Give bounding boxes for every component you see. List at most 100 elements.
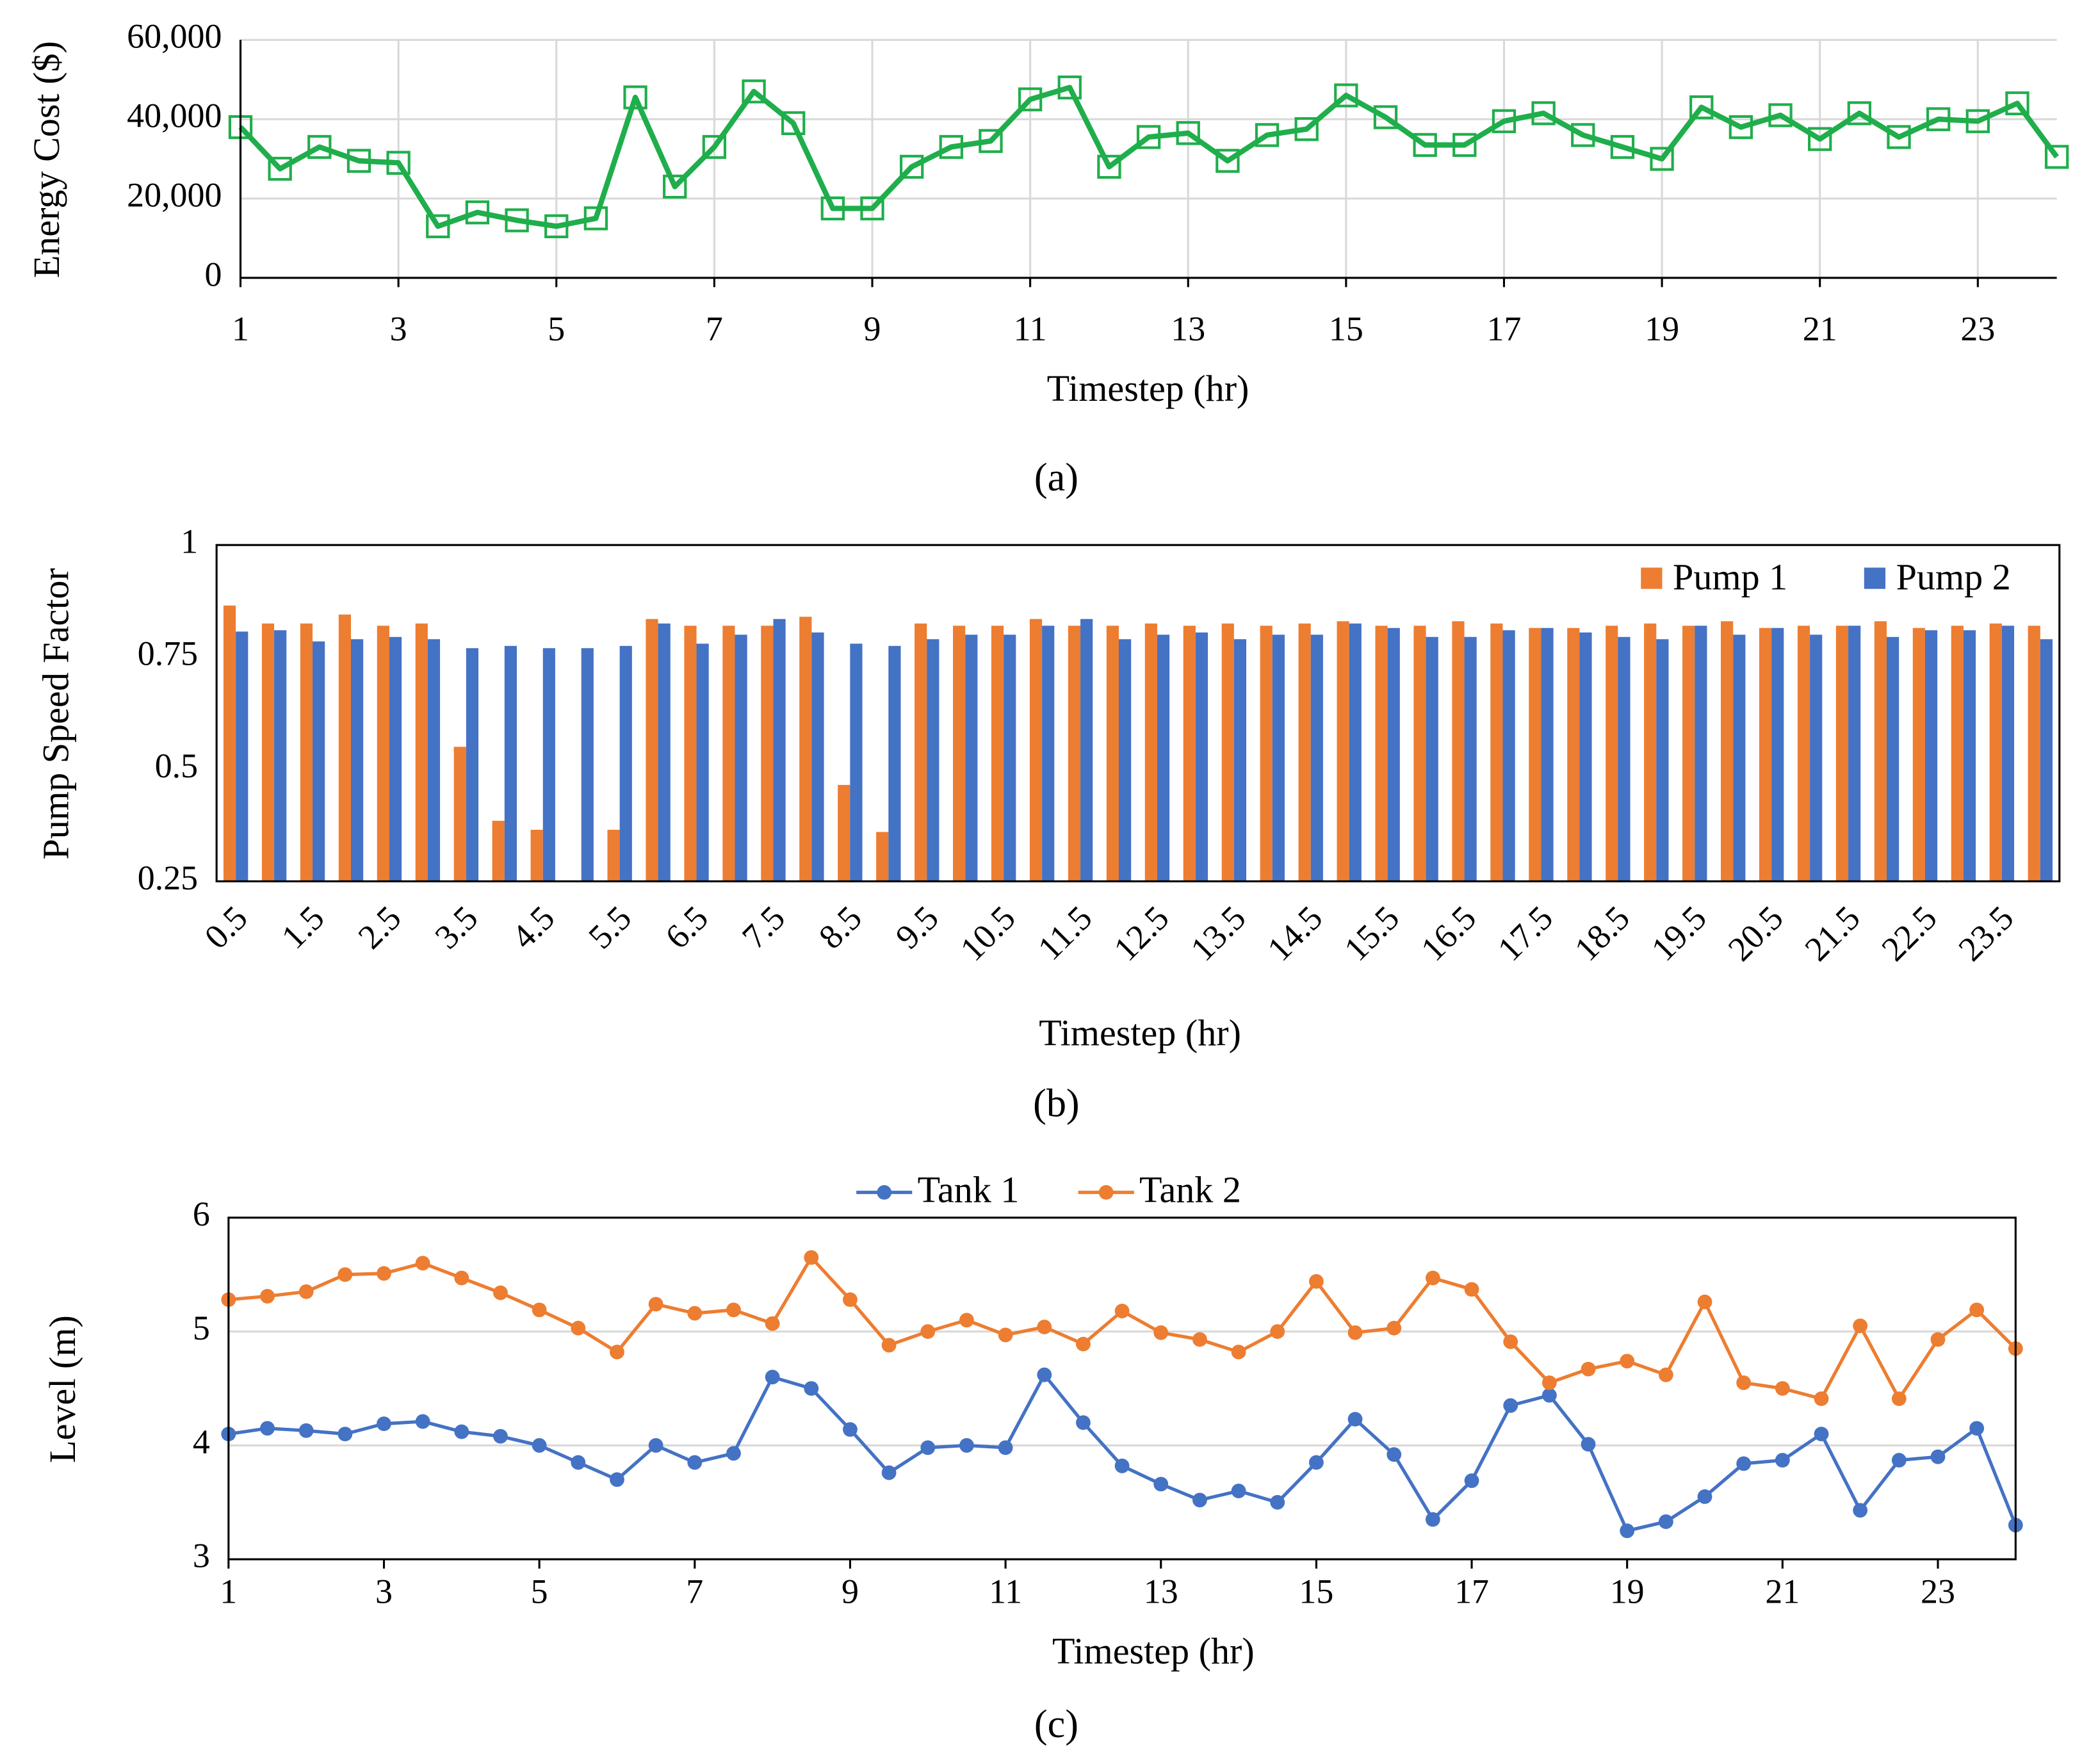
marker [1689, 95, 1714, 120]
bar [223, 605, 236, 882]
marker [571, 1320, 586, 1336]
marker [377, 1266, 391, 1281]
x-tick-label: 9 [864, 309, 881, 348]
bar [1310, 635, 1323, 882]
marker [1853, 1503, 1868, 1518]
x-tick-label: 9 [842, 1573, 859, 1611]
marker [493, 1285, 508, 1300]
legend-label: Pump 1 [1673, 556, 1787, 598]
marker [1808, 127, 1832, 151]
bar [427, 639, 441, 882]
bar [991, 626, 1004, 882]
bar [389, 636, 402, 882]
marker [1231, 1484, 1246, 1498]
bar [1452, 621, 1465, 882]
marker [687, 1455, 703, 1470]
marker [307, 134, 332, 159]
bar [261, 623, 275, 882]
bar [811, 632, 824, 882]
marker [338, 1267, 353, 1283]
marker [1413, 133, 1437, 158]
legend-label: Tank 2 [1139, 1169, 1241, 1211]
bar [453, 747, 466, 882]
x-tick-label: 21 [1803, 309, 1837, 348]
bar [2001, 626, 2015, 882]
marker [1373, 105, 1398, 129]
marker [765, 1316, 780, 1331]
bar [1835, 626, 1849, 882]
bar [1387, 627, 1400, 882]
panel: 0.25 0.5 0.75 1 Pump Speed Factor Timestep (h… [35, 522, 2061, 1126]
x-tick-label: 23 [1960, 309, 1995, 348]
bar [953, 626, 966, 882]
marker [804, 1250, 819, 1265]
marker [648, 1297, 663, 1312]
legend-marker [1098, 1185, 1114, 1200]
marker [1969, 1302, 1985, 1318]
marker [1153, 1325, 1169, 1340]
x-axis-title: Timestep (hr) [1047, 368, 1249, 409]
bar [274, 630, 287, 882]
x-tick-label: 17 [1454, 1573, 1489, 1611]
bar [1529, 627, 1541, 882]
marker [1114, 1304, 1130, 1318]
bar [1567, 627, 1580, 882]
marker [1464, 1473, 1479, 1488]
marker [1387, 1447, 1402, 1462]
marker [1541, 1388, 1557, 1403]
marker [1697, 1489, 1712, 1504]
bar [773, 619, 786, 882]
marker [1018, 87, 1043, 111]
bar [927, 639, 939, 882]
bar [1068, 626, 1081, 882]
marker [2005, 91, 2029, 116]
marker [1847, 101, 1872, 125]
legend-label: Tank 1 [918, 1169, 1020, 1211]
bar [850, 643, 863, 882]
x-tick-label: 19 [1610, 1573, 1645, 1611]
marker [781, 111, 806, 136]
marker [268, 156, 292, 181]
bar [1272, 635, 1285, 882]
marker [415, 1256, 430, 1271]
x-tick-label: 3 [375, 1573, 393, 1611]
bar [1119, 639, 1132, 882]
marker [920, 1324, 936, 1339]
marker [1076, 1336, 1091, 1352]
marker [998, 1327, 1013, 1343]
bar [1989, 623, 2002, 882]
x-tick-label: 11 [989, 1573, 1022, 1611]
bar [619, 645, 632, 882]
marker [1114, 1459, 1130, 1473]
marker [1650, 147, 1674, 171]
bar [1490, 623, 1503, 882]
marker [1658, 1514, 1673, 1529]
bar [1963, 630, 1976, 882]
caption: (b) [1033, 1082, 1080, 1126]
bar [915, 623, 927, 882]
caption: (a) [1034, 456, 1078, 499]
bar [351, 639, 364, 882]
y-tick-label: 20,000 [127, 175, 222, 214]
y-tick-label: 1 [181, 522, 198, 561]
bar [1682, 626, 1695, 882]
bar [415, 623, 428, 882]
marker [1464, 1282, 1479, 1297]
bar [236, 631, 248, 882]
marker [1492, 109, 1517, 133]
bar [1004, 635, 1016, 882]
y-axis-title: Pump Speed Factor [35, 568, 77, 859]
marker [998, 1440, 1013, 1455]
bar [838, 784, 850, 882]
y-tick-label: 6 [193, 1195, 210, 1233]
marker [426, 214, 450, 239]
bar [1426, 636, 1438, 882]
bar [1541, 627, 1554, 882]
plot-frame [215, 544, 2061, 883]
marker [1347, 1412, 1363, 1427]
bar [542, 648, 555, 882]
bars [223, 605, 2053, 882]
legend-marker [877, 1185, 892, 1200]
